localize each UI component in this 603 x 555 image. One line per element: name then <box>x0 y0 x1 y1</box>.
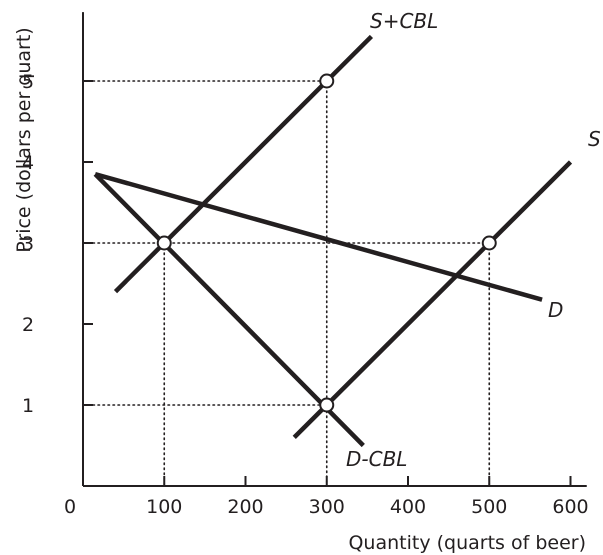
y-tick-label: 5 <box>22 71 34 93</box>
axes <box>82 12 587 487</box>
intersection-point-2 <box>481 235 497 251</box>
x-tick-label: 0 <box>64 496 76 518</box>
ticks: 1 2 3 4 5 0 100 200 300 400 500 600 <box>22 71 589 518</box>
curve-label-d: D <box>548 298 563 322</box>
intersection-points <box>156 73 497 413</box>
curve-label-d-cbl: D-CBL <box>346 447 407 471</box>
reference-lines <box>82 80 491 487</box>
curve-labels: S+CBL S D D-CBL <box>346 9 601 471</box>
curve-d-cbl <box>93 172 365 448</box>
y-tick-label: 4 <box>22 152 34 174</box>
x-tick-label: 400 <box>390 496 426 518</box>
x-tick-label: 200 <box>227 496 263 518</box>
y-tick-label: 3 <box>22 233 34 255</box>
x-tick-label: 500 <box>471 496 507 518</box>
intersection-point-1 <box>156 235 172 251</box>
intersection-point-0 <box>319 73 335 89</box>
y-tick-label: 2 <box>22 314 34 336</box>
y-axis-title: Price (dollars per quart) <box>13 27 35 252</box>
x-axis-title: Quantity (quarts of beer) <box>348 532 586 554</box>
intersection-point-3 <box>319 397 335 413</box>
x-tick-label: 600 <box>552 496 588 518</box>
curve-label-s-cbl: S+CBL <box>370 9 438 33</box>
curve-s-cbl <box>113 34 374 294</box>
curve-label-s: S <box>588 127 601 151</box>
y-tick-label: 1 <box>22 395 34 417</box>
x-tick-label: 100 <box>146 496 182 518</box>
x-tick-label: 300 <box>309 496 345 518</box>
curve-s <box>292 160 573 439</box>
curve-d <box>94 171 543 302</box>
